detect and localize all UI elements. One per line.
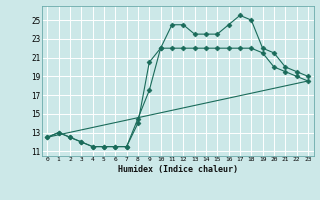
X-axis label: Humidex (Indice chaleur): Humidex (Indice chaleur) — [118, 165, 237, 174]
